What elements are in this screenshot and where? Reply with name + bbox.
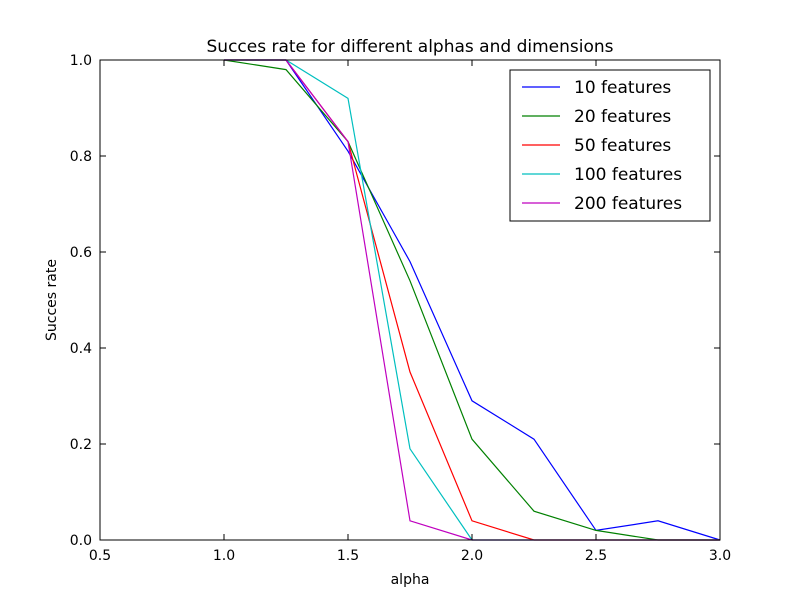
legend-label: 20 features [574, 107, 671, 127]
x-tick-label: 3.0 [709, 548, 731, 564]
x-tick-label: 2.5 [585, 548, 607, 564]
y-tick-label: 0.0 [70, 533, 92, 549]
x-axis-title: alpha [391, 572, 430, 588]
x-tick-label: 1.5 [337, 548, 359, 564]
plot-frame [99, 59, 721, 541]
y-tick-label: 1.0 [70, 53, 92, 69]
series-line-0 [224, 59, 721, 541]
y-axis-title: Succes rate [44, 259, 60, 341]
x-tick-label: 0.5 [89, 548, 111, 564]
y-tick-label: 0.2 [70, 437, 92, 453]
legend-label: 50 features [574, 136, 671, 156]
y-tick-label: 0.4 [70, 341, 92, 357]
x-tick-label: 1.0 [213, 548, 235, 564]
y-tick-label: 0.6 [70, 245, 92, 261]
series-line-1 [223, 59, 720, 541]
legend-label: 10 features [574, 78, 671, 98]
legend-label: 200 features [574, 194, 682, 214]
y-tick-label: 0.8 [70, 149, 92, 165]
legend-label: 100 features [574, 165, 682, 185]
chart-title: Succes rate for different alphas and dim… [207, 37, 614, 57]
ticks-layer: 0.5 1.0 1.5 2.0 2.5 3.0 0.0 0.2 0.4 0.6 0.8 1.0 [70, 53, 731, 564]
legend: 10 features 20 features 50 features 100 fea… [509, 69, 711, 222]
x-tick-label: 2.0 [461, 548, 483, 564]
